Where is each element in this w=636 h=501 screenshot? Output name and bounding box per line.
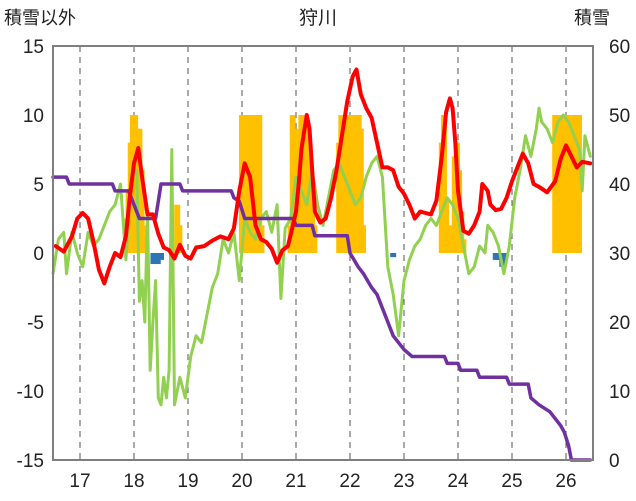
bar-4-8 bbox=[501, 253, 508, 260]
bar-3-32 bbox=[311, 225, 318, 253]
y-left-tick--5: -5 bbox=[27, 313, 44, 334]
x-tick-25: 25 bbox=[501, 471, 522, 492]
right-axis-label: 積雪 bbox=[574, 8, 610, 28]
bar-3-43 bbox=[357, 128, 364, 253]
series-line-2 bbox=[53, 67, 593, 286]
chart-title: 狩川 bbox=[299, 7, 337, 29]
bar-3-48 bbox=[445, 225, 452, 253]
bar-3-8 bbox=[140, 225, 147, 253]
y-left-tick-15: 15 bbox=[23, 37, 44, 58]
x-tick-23: 23 bbox=[393, 471, 414, 492]
y-left-tick--10: -10 bbox=[17, 382, 44, 403]
y-right-tick-20: 20 bbox=[609, 313, 630, 334]
bar-4-0 bbox=[150, 253, 157, 265]
x-tick-19: 19 bbox=[177, 471, 198, 492]
y-right-tick-0: 0 bbox=[609, 451, 620, 472]
x-tick-17: 17 bbox=[69, 471, 90, 492]
bar-4-2 bbox=[158, 253, 164, 260]
series-line-1 bbox=[51, 175, 593, 462]
y-right-tick-40: 40 bbox=[609, 175, 630, 196]
y-left-tick-5: 5 bbox=[33, 175, 44, 196]
x-tick-22: 22 bbox=[339, 471, 360, 492]
bar-3-66 bbox=[575, 115, 582, 253]
x-tick-26: 26 bbox=[555, 471, 576, 492]
bar-4-3 bbox=[390, 253, 397, 258]
series-line-0 bbox=[51, 106, 592, 407]
x-tick-21: 21 bbox=[285, 471, 306, 492]
left-axis-label: 積雪以外 bbox=[4, 8, 76, 28]
bar-3-44 bbox=[359, 225, 366, 253]
y-left-tick-0: 0 bbox=[33, 244, 44, 265]
x-tick-18: 18 bbox=[123, 471, 144, 492]
x-tick-20: 20 bbox=[231, 471, 252, 492]
y-right-tick-50: 50 bbox=[609, 106, 630, 127]
y-right-tick-10: 10 bbox=[609, 382, 630, 403]
x-tick-24: 24 bbox=[447, 471, 469, 492]
y-left-tick-10: 10 bbox=[23, 106, 44, 127]
bar-4-1 bbox=[154, 253, 161, 265]
line-series bbox=[51, 67, 593, 462]
bar-3-10 bbox=[176, 225, 183, 253]
bar-3-46 bbox=[440, 115, 447, 253]
y-right-tick-30: 30 bbox=[609, 244, 630, 265]
bar-3-19 bbox=[256, 115, 263, 253]
plot-frame bbox=[52, 45, 594, 461]
y-right-tick-60: 60 bbox=[609, 37, 630, 58]
y-left-tick--15: -15 bbox=[17, 451, 44, 472]
bar-3-7 bbox=[138, 170, 145, 253]
